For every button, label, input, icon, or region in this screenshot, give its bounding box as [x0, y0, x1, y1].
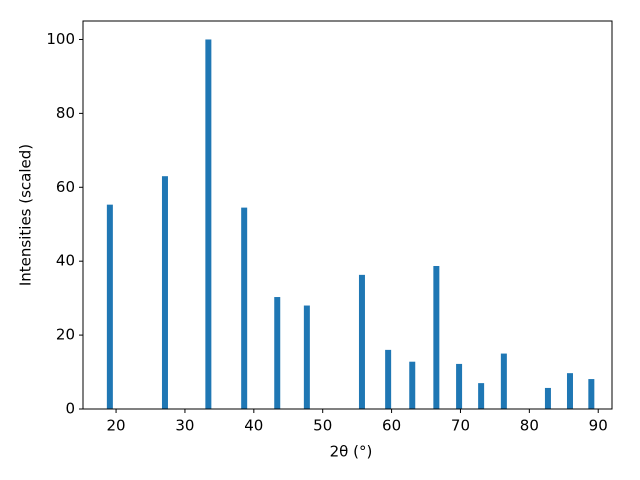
y-tick-label: 20 — [56, 326, 75, 344]
bar — [274, 297, 281, 409]
x-tick-label: 80 — [520, 417, 539, 435]
bar — [544, 387, 551, 409]
bar — [205, 39, 212, 409]
y-tick-label: 60 — [56, 178, 75, 196]
y-tick-label: 40 — [56, 252, 75, 270]
plot-frame — [82, 20, 613, 410]
bar — [409, 361, 416, 409]
bar — [478, 383, 485, 409]
x-tick-label: 40 — [244, 417, 263, 435]
x-tick-label: 50 — [313, 417, 332, 435]
bar — [303, 305, 310, 409]
x-tick-label: 60 — [382, 417, 401, 435]
x-tick-label: 30 — [175, 417, 194, 435]
x-tick-label: 70 — [451, 417, 470, 435]
y-tick-label: 100 — [46, 30, 75, 48]
y-tick-label: 80 — [56, 104, 75, 122]
bar — [106, 204, 113, 409]
bar — [161, 176, 168, 409]
bar — [241, 207, 248, 409]
x-tick-label: 20 — [107, 417, 126, 435]
bar — [358, 274, 365, 409]
x-axis-label: 2θ (°) — [330, 443, 373, 461]
bar — [456, 363, 463, 409]
bar — [588, 379, 595, 409]
y-axis-label: Intensities (scaled) — [17, 144, 35, 286]
bar — [500, 353, 507, 409]
x-tick-label: 90 — [589, 417, 608, 435]
y-tick-label: 0 — [65, 400, 75, 418]
bar — [566, 373, 573, 409]
bar — [433, 265, 440, 409]
bar — [385, 349, 392, 409]
